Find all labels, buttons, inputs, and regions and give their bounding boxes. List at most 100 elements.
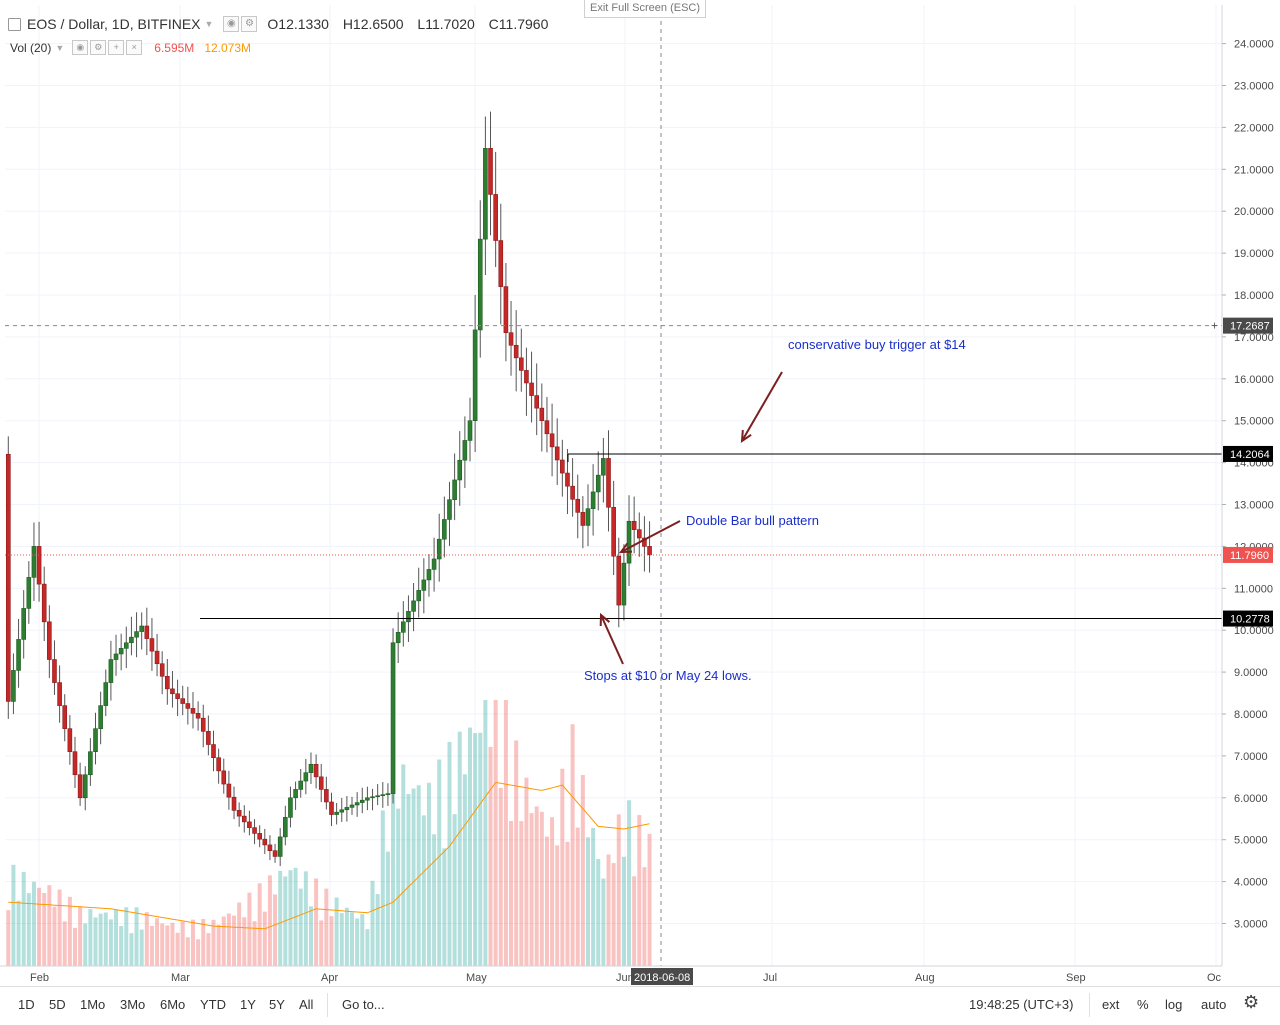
volume-bar [108,919,113,966]
stops-arrow [600,614,624,665]
candle [544,420,550,435]
candle [216,757,221,772]
annotation-text: conservative buy trigger at $14 [788,337,966,352]
eye-icon[interactable]: ◉ [72,40,89,55]
settings-icon[interactable]: ⚙ [90,40,107,55]
chevron-down-icon[interactable]: ▼ [204,19,214,29]
auto-button[interactable]: auto [1201,997,1227,1012]
candle [175,693,180,699]
exit-fullscreen-button[interactable]: Exit Full Screen (ESC) [584,0,706,18]
volume-bar [529,813,534,966]
volume-bar [329,916,334,966]
candle [31,546,37,578]
volume-bar [637,815,642,966]
last-price-label: 11.7960 [1230,550,1269,562]
range-1mo-button[interactable]: 1Mo [80,997,106,1012]
volume-bar [473,733,478,966]
candle [154,650,160,665]
range-1y-button[interactable]: 1Y [240,997,256,1012]
candle [226,783,232,798]
volume-bar [67,896,72,966]
candle [283,817,288,838]
volume-label[interactable]: Vol (20) [10,40,52,55]
plus-icon[interactable]: + [108,40,125,55]
clock-display[interactable]: 19:48:25 (UTC+3) [969,997,1074,1012]
eye-icon[interactable]: ◉ [223,16,240,32]
candle [103,682,109,706]
candle [200,717,206,732]
volume-ma-line [8,781,650,930]
ohlc-open: O12.1330 [267,16,329,32]
annotation-text: Double Bar bull pattern [686,513,819,528]
candle [241,815,247,823]
volume-bar [37,887,42,966]
crosshair-date-label: 2018-06-08 [634,972,690,984]
candle [221,770,227,785]
volume-bar [647,833,652,966]
candle [144,625,150,639]
log-button[interactable]: log [1165,997,1183,1012]
range-ytd-button[interactable]: YTD [200,997,226,1012]
candle [390,642,396,794]
gear-icon[interactable]: ⚙ [1243,992,1260,1012]
volume-bar [221,916,226,966]
last-price-label-bg [1223,546,1273,563]
range-3mo-button[interactable]: 3Mo [120,997,146,1012]
volume-bar [98,913,103,966]
candle [308,763,314,773]
chevron-down-icon[interactable]: ▼ [55,42,65,53]
range-5y-button[interactable]: 5Y [269,997,285,1012]
volume-bar [124,907,129,966]
symbol-title[interactable]: EOS / Dollar, 1D, BITFINEX [27,16,201,32]
time-tick-label: Feb [30,972,49,984]
candle [288,797,293,818]
candle [539,407,545,422]
volume-bar [93,917,98,966]
candle [231,796,237,811]
volume-bar [134,907,139,966]
candle [431,558,437,570]
candle [570,485,575,500]
volume-bar [534,806,539,966]
volume-bar [303,871,308,966]
volume-bar [11,864,16,966]
volume-bar [196,939,201,966]
candle [359,799,365,803]
candle [57,682,62,706]
candle [195,713,201,719]
range-all-button[interactable]: All [299,997,314,1012]
candle [298,780,304,790]
candle [554,446,560,461]
collapse-legend-icon[interactable] [8,17,21,31]
volume-bar [319,920,324,966]
volume-bar [380,810,385,966]
volume-bar [555,845,560,966]
volume-bar [493,700,498,966]
volume-bar [524,777,529,966]
candle [318,776,324,790]
candle [267,844,273,851]
candle [293,789,298,799]
ext-button[interactable]: ext [1102,997,1120,1012]
volume-bar [26,893,31,966]
time-tick-label: Sep [1066,972,1086,984]
price-tick-label: 8.0000 [1234,709,1268,721]
percent-button[interactable]: % [1137,997,1149,1012]
volume-bar [21,872,26,966]
volume-bar [62,921,67,966]
ohlc-close: C11.7960 [488,16,549,32]
volume-bar [468,727,472,966]
candle [334,811,339,815]
volume-bar [432,834,437,966]
stops-arrow-head [599,612,611,627]
goto-button[interactable]: Go to... [342,997,385,1012]
range-6mo-button[interactable]: 6Mo [160,997,186,1012]
close-icon[interactable]: × [126,40,143,55]
settings-icon[interactable]: ⚙ [241,16,258,32]
range-1d-button[interactable]: 1D [18,997,35,1012]
candle [313,763,319,778]
volume-bar [47,885,52,966]
double-bar-arrow-head [618,542,633,554]
range-5d-button[interactable]: 5D [49,997,66,1012]
